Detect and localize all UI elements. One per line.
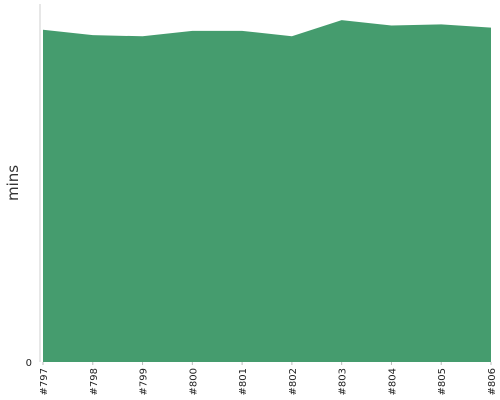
x-tick-label: #804 [387, 368, 398, 395]
x-axis-ticks: #797 #798 #799 #800 #801 #802 #803 #804 #805 #806 [39, 362, 498, 395]
x-tick-label: #803 [338, 368, 349, 395]
y-axis-label: mins [4, 165, 22, 201]
area-series-0 [43, 20, 491, 362]
x-tick-label: #802 [288, 368, 299, 395]
area-series-layer [43, 20, 491, 362]
y-axis-ticks: 0 [26, 358, 32, 369]
x-tick-label: #806 [487, 368, 498, 395]
x-tick-label: #805 [437, 368, 448, 395]
x-tick-label: #797 [39, 368, 50, 395]
x-tick-label: #800 [188, 368, 199, 395]
y-tick-label: 0 [26, 358, 32, 369]
x-tick-label: #798 [89, 368, 100, 395]
x-tick-label: #799 [139, 368, 150, 395]
x-tick-label: #801 [238, 368, 249, 395]
